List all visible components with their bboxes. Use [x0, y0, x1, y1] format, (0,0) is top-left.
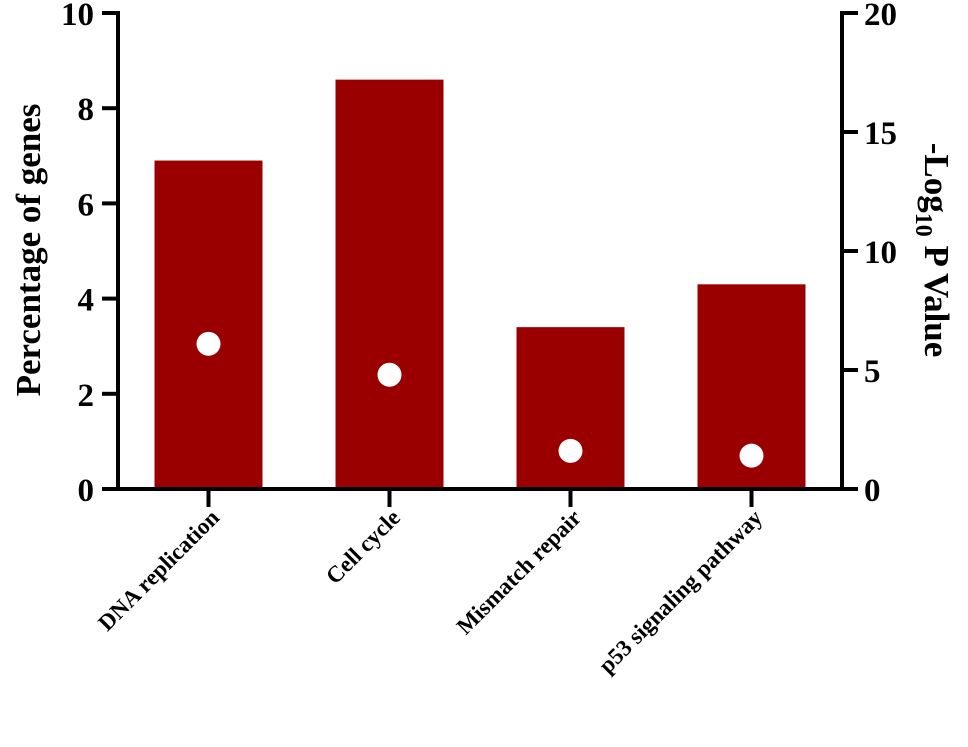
bar-2: [516, 327, 625, 489]
labels-layer: DNA replication Cell cycle Mismatch repair…: [93, 489, 767, 678]
category-label-3: p53 signaling pathway: [594, 505, 767, 678]
left-tick-label-5: 10: [61, 0, 94, 33]
category-label-2: Mismatch repair: [452, 505, 586, 639]
right-tick-label-1: 5: [864, 354, 881, 390]
right-y-axis-title-prefix: -Log: [917, 143, 956, 214]
right-y-axis-title: -Log10 P Value: [910, 143, 956, 358]
bar-0: [154, 160, 263, 489]
p-value-point-2: [558, 438, 583, 463]
ticks-layer: 0 2 4 6 8 10 0 5 10 15 20: [61, 0, 897, 509]
p-value-point-0: [196, 331, 221, 356]
category-label-1: Cell cycle: [321, 505, 405, 589]
bar-1: [335, 79, 444, 489]
left-tick-label-0: 0: [78, 473, 95, 509]
right-tick-label-3: 15: [864, 116, 897, 152]
points-layer: [196, 331, 764, 468]
p-value-point-1: [377, 362, 402, 387]
right-y-axis-title-subscript: 10: [910, 213, 936, 237]
left-tick-label-1: 2: [78, 378, 95, 414]
category-label-0: DNA replication: [93, 505, 224, 636]
right-tick-label-4: 20: [864, 0, 897, 33]
left-tick-label-3: 6: [78, 187, 95, 223]
right-tick-label-2: 10: [864, 235, 897, 271]
left-tick-label-4: 8: [78, 92, 95, 128]
left-tick-label-2: 4: [78, 283, 95, 319]
left-y-axis-title: Percentage of genes: [9, 104, 48, 397]
right-y-axis-title-suffix: P Value: [917, 237, 956, 358]
right-tick-label-0: 0: [864, 473, 881, 509]
bars-layer: [154, 79, 806, 489]
p-value-point-3: [739, 443, 764, 468]
